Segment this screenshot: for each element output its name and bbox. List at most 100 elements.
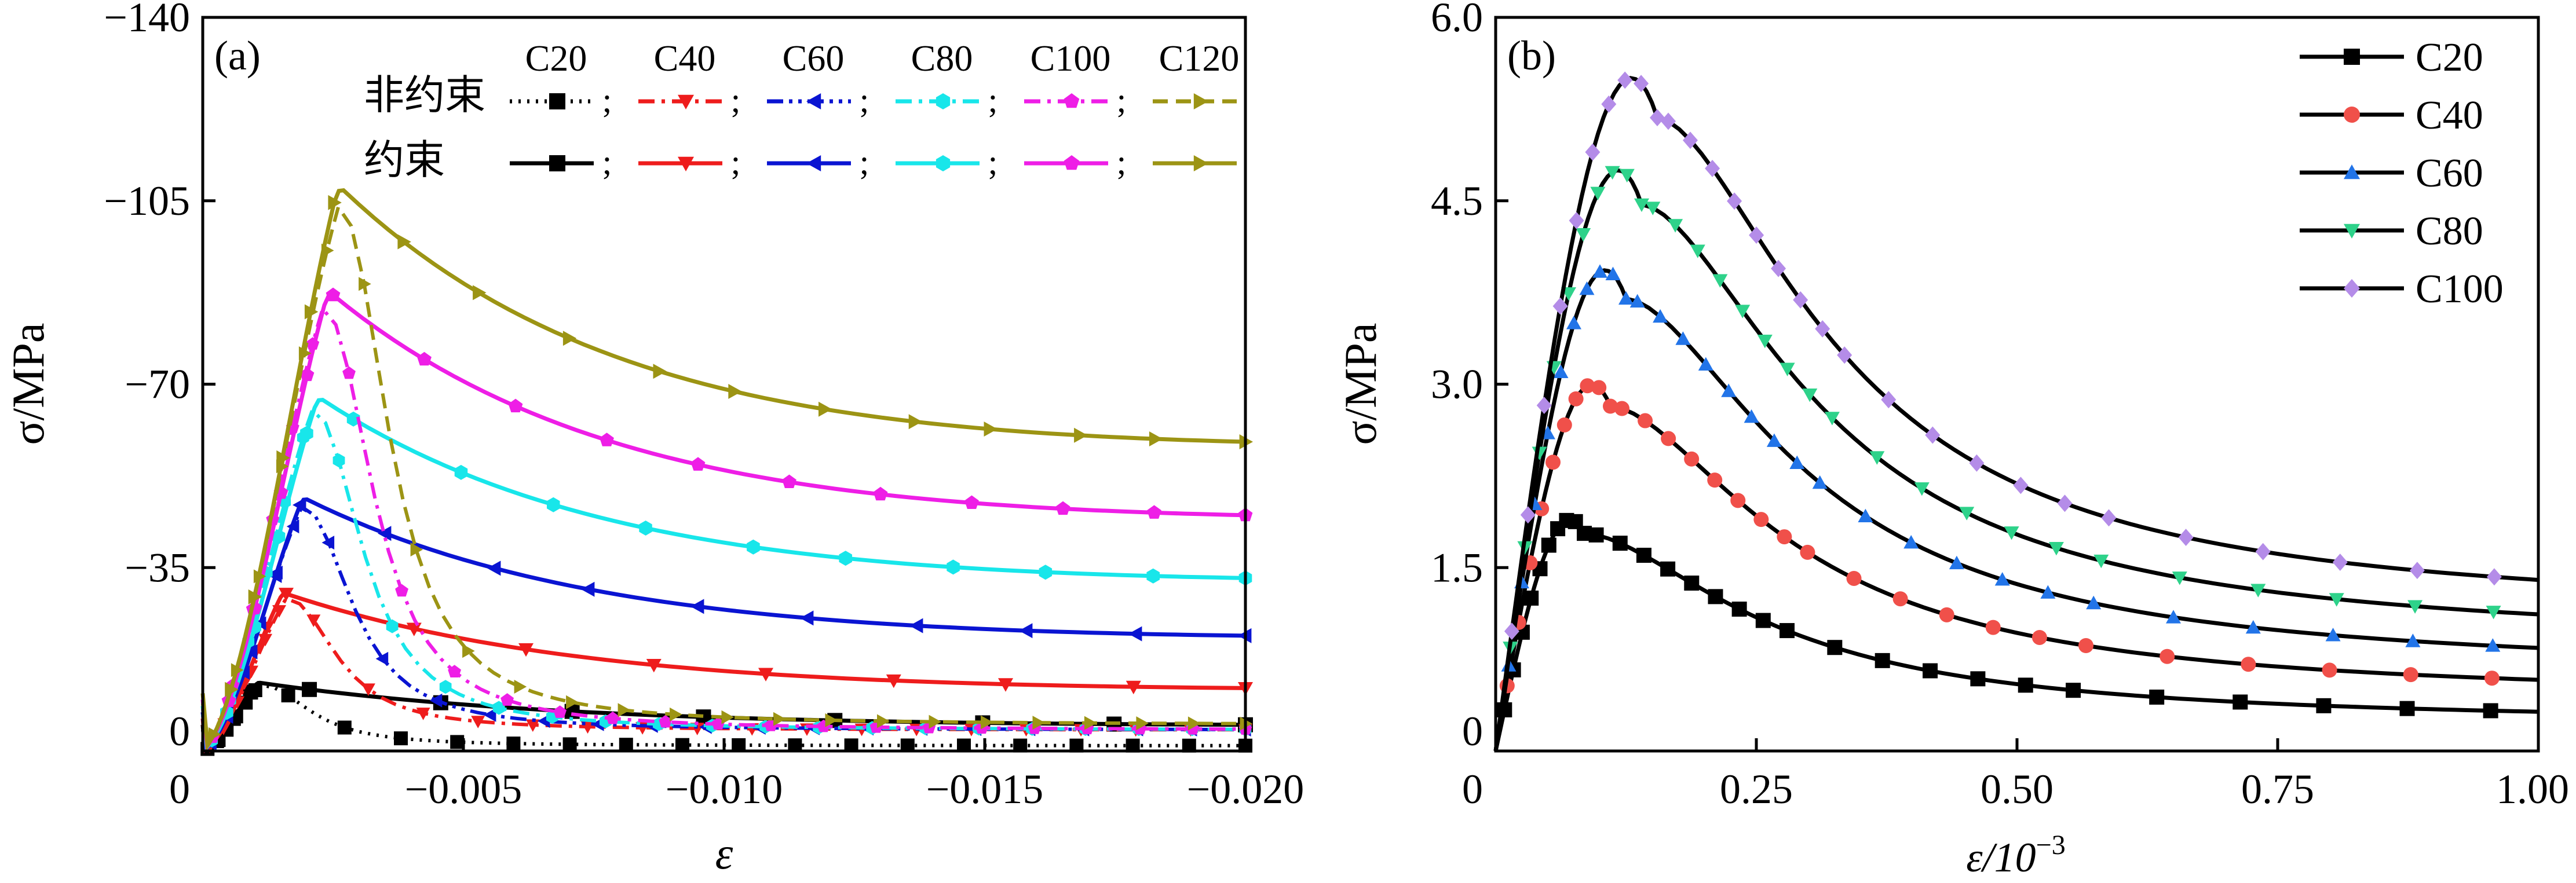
unconfined-marker-C20	[450, 735, 465, 749]
legend-separator: ;	[731, 143, 741, 181]
unconfined-curve-C100	[201, 305, 1246, 750]
panel-a-ytick-label: −70	[125, 361, 190, 408]
panel-b-ytick-label: 1.5	[1431, 544, 1483, 591]
legend-label-C40: C40	[2416, 93, 2483, 138]
unconfined-marker-C60	[237, 665, 250, 680]
marker-C60	[1949, 555, 1964, 570]
marker-C40	[2322, 662, 2337, 678]
marker-C20	[1827, 640, 1843, 655]
confined-marker-C60	[690, 599, 704, 614]
marker-C100	[2255, 543, 2271, 560]
confined-marker-C120	[328, 195, 342, 210]
confined-marker-C100	[326, 287, 341, 302]
legend-unconfined-marker-C120	[1193, 93, 1208, 109]
unconfined-marker-C20	[337, 720, 352, 735]
marker-C20	[1779, 623, 1795, 639]
confined-marker-C120	[304, 304, 319, 320]
marker-C60	[1994, 572, 2010, 586]
marker-C40	[1556, 417, 1572, 433]
marker-C80	[2093, 554, 2109, 569]
confined-marker-C120	[397, 234, 411, 250]
marker-C40	[1638, 413, 1653, 428]
confined-marker-C40	[646, 659, 662, 673]
marker-C80	[1802, 389, 1818, 402]
marker-C40	[1846, 570, 1862, 586]
unconfined-marker-C80	[332, 453, 345, 468]
marker-C40	[1777, 529, 1792, 545]
confined-marker-C40	[518, 643, 534, 657]
marker-C100	[1601, 95, 1617, 113]
legend-separator: ;	[1117, 143, 1127, 181]
panel-b-xtick-label: 1.00	[2496, 766, 2569, 812]
legend-separator: ;	[860, 81, 869, 119]
unconfined-marker-C120	[359, 277, 371, 291]
confined-marker-C60	[581, 581, 595, 597]
unconfined-marker-C120	[1084, 716, 1097, 730]
legend-label-C80: C80	[2416, 209, 2483, 254]
confined-marker-C40	[998, 678, 1013, 692]
unconfined-marker-C120	[276, 459, 289, 474]
marker-C100	[1617, 71, 1633, 89]
panel-b-xlabel-main: ε/10	[1966, 834, 2036, 881]
unconfined-marker-C120	[721, 710, 735, 724]
unconfined-marker-C80	[492, 701, 505, 715]
unconfined-marker-C80	[297, 430, 309, 445]
unconfined-marker-C20	[562, 737, 577, 752]
confined-marker-C60	[1128, 626, 1142, 642]
unconfined-marker-C100	[659, 715, 673, 728]
marker-C60	[1789, 455, 1805, 469]
marker-C100	[1969, 454, 1985, 472]
unconfined-marker-C40	[361, 683, 375, 696]
marker-C60	[2245, 620, 2261, 634]
marker-C60	[1653, 309, 1668, 323]
marker-C60	[1579, 281, 1595, 295]
marker-C80	[1780, 362, 1795, 376]
panel-b-ylabel: σ/MPa	[1335, 323, 1386, 445]
confined-marker-C40	[279, 588, 294, 602]
confined-marker-C80	[1039, 565, 1053, 580]
marker-C80	[1735, 305, 1751, 318]
legend-separator: ;	[602, 81, 612, 119]
confined-marker-C20	[302, 682, 317, 697]
marker-C60	[1629, 294, 1645, 308]
unconfined-marker-C120	[298, 346, 312, 361]
marker-C40	[2484, 671, 2500, 686]
panel-a-xlabel: ε	[715, 828, 733, 878]
legend-confined-marker-C40	[678, 156, 694, 171]
confined-marker-C100	[417, 351, 432, 366]
unconfined-marker-C60	[286, 519, 299, 534]
marker-C80	[2250, 584, 2266, 598]
marker-C100	[1771, 259, 1786, 277]
legend-marker-C60	[2344, 164, 2360, 179]
marker-C60	[1592, 264, 1607, 278]
unconfined-marker-C120	[981, 715, 993, 730]
panel-a: 0 −0.005 −0.010 −0.015 −0.020 0 −35 −70 −105 −140…	[3, 0, 1304, 878]
unconfined-marker-C60	[429, 693, 443, 708]
legend-unconfined-marker-C100	[1064, 93, 1080, 108]
confined-marker-C100	[782, 474, 796, 488]
marker-C20	[1612, 536, 1628, 551]
unconfined-marker-C40	[306, 614, 321, 627]
marker-C100	[1569, 212, 1584, 229]
confined-marker-C100	[1055, 501, 1070, 515]
marker-C100	[2013, 477, 2029, 494]
marker-C60	[2325, 628, 2341, 642]
panel-b-legend: C20 C40 C60 C80 C100	[2300, 35, 2504, 312]
unconfined-marker-C20	[394, 731, 408, 746]
legend-confined-marker-C100	[1064, 155, 1080, 170]
marker-C20	[1708, 589, 1723, 604]
marker-C60	[1903, 535, 1919, 549]
panel-b-label: (b)	[1507, 32, 1556, 79]
panel-a-xtick-label: −0.020	[1187, 766, 1305, 812]
marker-C40	[1603, 398, 1618, 414]
panel-b-xlabel: ε/10−3	[1966, 830, 2065, 881]
marker-C100	[1881, 391, 1897, 409]
marker-C20	[2232, 694, 2248, 710]
legend-grade-label: C40	[654, 38, 716, 79]
confined-marker-C100	[1147, 505, 1161, 519]
panel-a-xtick-label: 0	[169, 766, 190, 812]
panel-a-xtick-label: −0.015	[926, 766, 1044, 812]
legend-grade-label: C20	[525, 38, 587, 79]
marker-C100	[1661, 112, 1676, 130]
legend-label-C20: C20	[2416, 35, 2483, 80]
